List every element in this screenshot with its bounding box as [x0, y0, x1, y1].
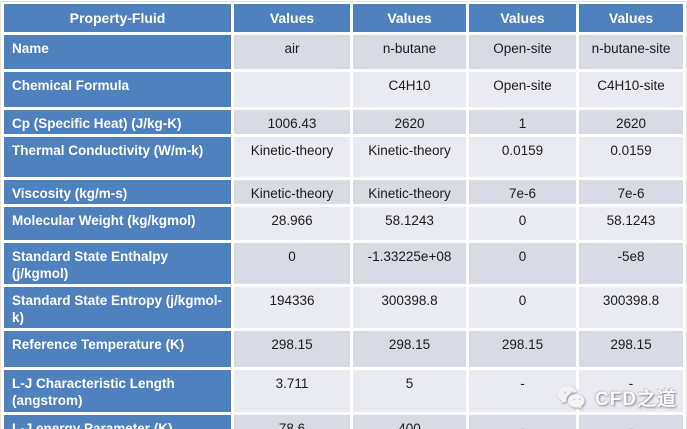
value-cell: 0: [469, 287, 576, 328]
property-label-cell: Chemical Formula: [4, 72, 231, 107]
value-cell: -: [469, 415, 576, 429]
table-row-chemical-formula: Chemical Formula C4H10 Open-site C4H10-s…: [4, 72, 683, 107]
value-cell: 194336: [234, 287, 350, 328]
value-cell: Kinetic-theory: [353, 137, 466, 177]
table-row-lj-characteristic-length: L-J Characteristic Length (angstrom) 3.7…: [4, 370, 683, 412]
property-label-cell: Reference Temperature (K): [4, 331, 231, 367]
property-label-cell: L-J Characteristic Length (angstrom): [4, 370, 231, 412]
column-header-values-3: Values: [469, 4, 576, 32]
column-header-values-4: Values: [579, 4, 683, 32]
table-row-standard-state-enthalpy: Standard State Enthalpy (j/kgmol) 0 -1.3…: [4, 243, 683, 284]
value-cell: 5: [353, 370, 466, 412]
column-header-property: Property-Fluid: [4, 4, 231, 32]
value-cell: Kinetic-theory: [353, 180, 466, 204]
value-cell: 300398.8: [579, 287, 683, 328]
table-row-molecular-weight: Molecular Weight (kg/kgmol) 28.966 58.12…: [4, 207, 683, 240]
value-cell: 28.966: [234, 207, 350, 240]
value-cell: 58.1243: [353, 207, 466, 240]
column-header-values-2: Values: [353, 4, 466, 32]
value-cell: air: [234, 35, 350, 69]
value-cell: Open-site: [469, 35, 576, 69]
value-cell: 3.711: [234, 370, 350, 412]
table-row-thermal-conductivity: Thermal Conductivity (W/m-k) Kinetic-the…: [4, 137, 683, 177]
value-cell: -5e8: [579, 243, 683, 284]
value-cell: -: [469, 370, 576, 412]
value-cell: 298.15: [353, 331, 466, 367]
table-row-reference-temperature: Reference Temperature (K) 298.15 298.15 …: [4, 331, 683, 367]
value-cell: 0.0159: [469, 137, 576, 177]
header-row: Property-Fluid Values Values Values Valu…: [4, 4, 683, 32]
table-row-viscosity: Viscosity (kg/m-s) Kinetic-theory Kineti…: [4, 180, 683, 204]
value-cell: 400: [353, 415, 466, 429]
value-cell: 58.1243: [579, 207, 683, 240]
value-cell: 0.0159: [579, 137, 683, 177]
value-cell: 0: [234, 243, 350, 284]
value-cell: Kinetic-theory: [234, 180, 350, 204]
value-cell: 2620: [579, 110, 683, 134]
value-cell: Open-site: [469, 72, 576, 107]
value-cell: 7e-6: [469, 180, 576, 204]
property-label-cell: Name: [4, 35, 231, 69]
value-cell: 78.6: [234, 415, 350, 429]
value-cell: 7e-6: [579, 180, 683, 204]
value-cell: C4H10-site: [579, 72, 683, 107]
value-cell: 1006.43: [234, 110, 350, 134]
value-cell: [234, 72, 350, 107]
value-cell: -: [579, 370, 683, 412]
value-cell: -: [579, 415, 683, 429]
value-cell: 298.15: [469, 331, 576, 367]
column-header-values-1: Values: [234, 4, 350, 32]
value-cell: n-butane-site: [579, 35, 683, 69]
value-cell: 298.15: [234, 331, 350, 367]
table-row-lj-energy-parameter: L-J energy Parameter (K) 78.6 400 - -: [4, 415, 683, 429]
value-cell: 0: [469, 207, 576, 240]
value-cell: Kinetic-theory: [234, 137, 350, 177]
property-label-cell: Standard State Enthalpy (j/kgmol): [4, 243, 231, 284]
property-label-cell: L-J energy Parameter (K): [4, 415, 231, 429]
value-cell: 300398.8: [353, 287, 466, 328]
value-cell: 2620: [353, 110, 466, 134]
property-label-cell: Thermal Conductivity (W/m-k): [4, 137, 231, 177]
table-row-standard-state-entropy: Standard State Entropy (j/kgmol-k) 19433…: [4, 287, 683, 328]
value-cell: -1.33225e+08: [353, 243, 466, 284]
table-row-name: Name air n-butane Open-site n-butane-sit…: [4, 35, 683, 69]
value-cell: C4H10: [353, 72, 466, 107]
value-cell: 1: [469, 110, 576, 134]
value-cell: 0: [469, 243, 576, 284]
property-label-cell: Viscosity (kg/m-s): [4, 180, 231, 204]
property-label-cell: Standard State Entropy (j/kgmol-k): [4, 287, 231, 328]
table-row-cp: Cp (Specific Heat) (J/kg-K) 1006.43 2620…: [4, 110, 683, 134]
value-cell: 298.15: [579, 331, 683, 367]
value-cell: n-butane: [353, 35, 466, 69]
property-label-cell: Cp (Specific Heat) (J/kg-K): [4, 110, 231, 134]
property-label-cell: Molecular Weight (kg/kgmol): [4, 207, 231, 240]
